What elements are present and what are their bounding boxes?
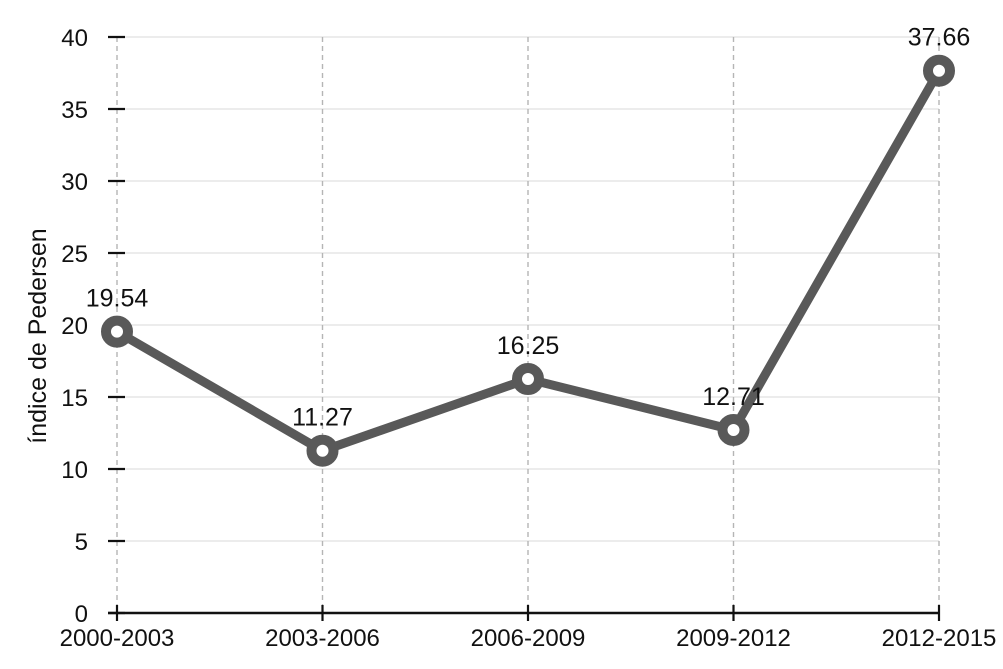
data-point-marker [512, 363, 544, 395]
y-tick-label: 25 [61, 241, 88, 268]
y-tick-label: 5 [75, 529, 88, 556]
x-tick-label: 2012-2015 [882, 625, 997, 652]
x-tick-label: 2000-2003 [60, 625, 175, 652]
y-tick-label: 10 [61, 457, 88, 484]
data-point-marker [306, 434, 339, 467]
data-point-marker [923, 54, 955, 87]
data-point-marker [717, 413, 750, 446]
y-tick-label: 15 [61, 385, 88, 412]
y-tick-label: 35 [61, 97, 88, 124]
y-axis-title: índice de Pedersen [24, 228, 52, 443]
y-tick-label: 20 [61, 313, 88, 340]
x-tick-label: 2009-2012 [676, 625, 791, 652]
data-point-label: 37.66 [908, 24, 971, 52]
data-point-label: 11.27 [292, 404, 353, 432]
data-point-marker [101, 315, 133, 348]
x-tick-label: 2006-2009 [471, 625, 586, 652]
y-tick-label: 40 [61, 25, 88, 52]
data-point-label: 19.54 [86, 285, 149, 313]
data-point-label: 12.71 [702, 383, 765, 411]
x-tick-label: 2003-2006 [265, 625, 380, 652]
y-tick-label: 0 [75, 601, 88, 628]
data-point-label: 16.25 [497, 332, 560, 360]
y-tick-label: 30 [61, 169, 88, 196]
